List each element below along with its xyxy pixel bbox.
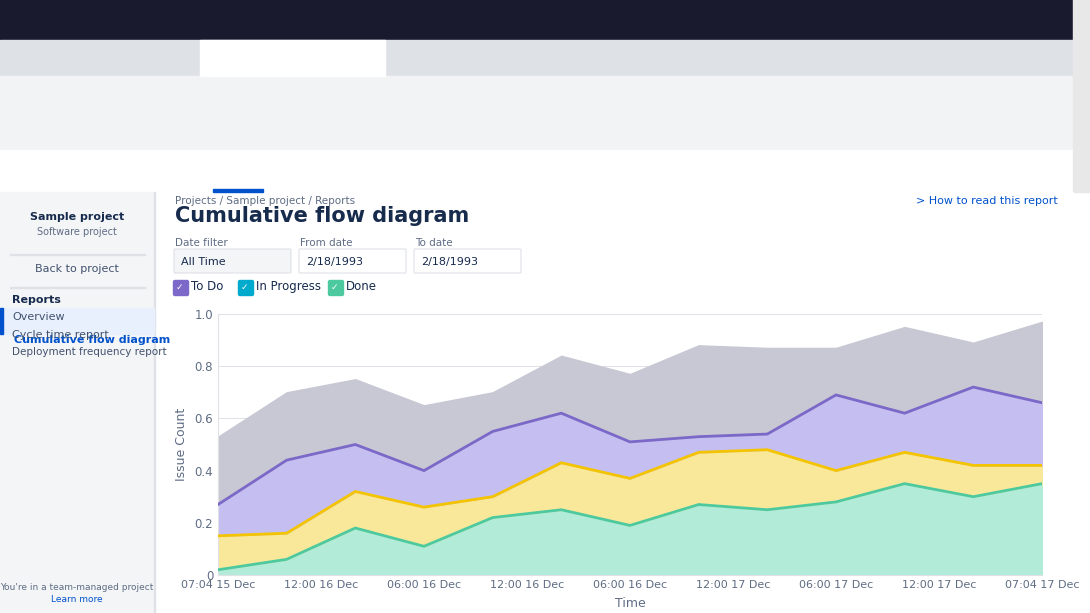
Text: Sample project: Sample project <box>29 212 124 222</box>
Text: ✓: ✓ <box>175 283 183 292</box>
Bar <box>0 114 1090 150</box>
FancyBboxPatch shape <box>239 281 254 295</box>
Bar <box>155 192 1073 613</box>
FancyBboxPatch shape <box>174 249 291 273</box>
Text: ✓: ✓ <box>331 283 339 292</box>
Bar <box>1073 0 1090 192</box>
Text: Software project: Software project <box>37 227 117 237</box>
Bar <box>0 0 1090 40</box>
Text: Reports: Reports <box>12 295 61 305</box>
Text: Cycle time report: Cycle time report <box>12 330 109 340</box>
Text: From date: From date <box>300 238 352 248</box>
Text: Deployment frequency report: Deployment frequency report <box>12 347 167 357</box>
Text: Cumulative flow diagram: Cumulative flow diagram <box>175 206 470 226</box>
Text: Learn more: Learn more <box>51 595 102 604</box>
Text: 2/18/1993: 2/18/1993 <box>306 257 363 267</box>
Text: All Time: All Time <box>181 257 226 267</box>
Text: You're in a team-managed project: You're in a team-managed project <box>0 583 154 592</box>
Text: Back to project: Back to project <box>35 264 119 274</box>
Bar <box>0 192 155 613</box>
Text: > How to read this report: > How to read this report <box>917 196 1058 206</box>
Text: In Progress: In Progress <box>256 280 320 293</box>
Bar <box>213 189 263 192</box>
Bar <box>10 287 145 288</box>
Bar <box>0 76 1090 114</box>
Bar <box>0 150 1090 192</box>
FancyBboxPatch shape <box>173 281 189 295</box>
Text: Projects / Sample project / Reports: Projects / Sample project / Reports <box>175 196 355 206</box>
X-axis label: Time: Time <box>615 597 645 610</box>
Text: Cumulative flow diagram: Cumulative flow diagram <box>14 335 170 345</box>
FancyBboxPatch shape <box>414 249 521 273</box>
Text: ✓: ✓ <box>241 283 249 292</box>
Text: 2/18/1993: 2/18/1993 <box>421 257 479 267</box>
FancyBboxPatch shape <box>328 281 343 295</box>
Bar <box>0 308 3 334</box>
FancyBboxPatch shape <box>299 249 405 273</box>
Text: Overview: Overview <box>12 312 64 322</box>
Bar <box>10 254 145 255</box>
Text: Done: Done <box>346 280 377 293</box>
Text: Date filter: Date filter <box>175 238 228 248</box>
Bar <box>0 308 154 334</box>
Y-axis label: Issue Count: Issue Count <box>174 408 187 481</box>
Bar <box>199 40 385 76</box>
Bar <box>0 40 1090 76</box>
Text: To date: To date <box>415 238 452 248</box>
Text: To Do: To Do <box>191 280 223 293</box>
